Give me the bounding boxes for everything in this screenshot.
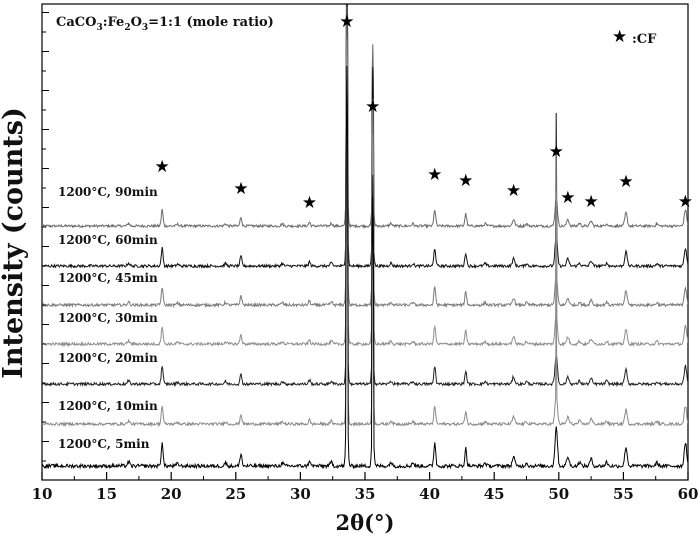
x-tick-label: 25 [225,485,246,503]
peak-star-icon: ★ [549,142,564,162]
x-tick-label: 10 [32,485,53,503]
diffraction-series [42,4,688,270]
series-label: 1200°C, 60min [58,233,158,247]
x-tick-label: 20 [161,485,182,503]
peak-star-icon: ★ [155,157,170,177]
y-axis-ticks [42,12,49,462]
x-tick-label: 30 [290,485,311,503]
x-tick-label: 15 [96,485,117,503]
x-tick-label: 60 [678,485,699,503]
peak-star-icon: ★ [339,12,354,32]
peak-star-icon: ★ [427,165,442,185]
diffraction-series [42,4,688,230]
series-label: 1200°C, 20min [58,351,158,365]
peak-markers: ★ ★ ★ ★ ★ ★ ★ ★ ★ ★ ★ ★ ★ [155,12,694,213]
x-axis-title: 2θ(°) [336,510,395,535]
diffraction-series [42,39,688,348]
diffraction-series [42,77,688,388]
legend-star-icon: ★ [612,27,627,47]
x-tick-label: 55 [613,485,634,503]
diffraction-series [42,123,688,428]
peak-star-icon: ★ [560,188,575,208]
x-tick-label: 35 [355,485,376,503]
peak-star-icon: ★ [458,171,473,191]
curve-labels: 1200°C, 90min 1200°C, 60min 1200°C, 45min 1… [58,185,158,451]
peak-star-icon: ★ [618,172,633,192]
peak-star-icon: ★ [233,179,248,199]
peak-star-icon: ★ [583,192,598,212]
legend-label: :CF [632,32,657,47]
x-axis: 10 15 20 25 30 35 40 45 50 55 60 [32,472,699,503]
x-tick-label: 45 [484,485,505,503]
y-axis-title: Intensity (counts) [0,107,29,379]
x-tick-label: 40 [419,485,440,503]
series-label: 1200°C, 45min [58,271,158,285]
series-label: 1200°C, 10min [58,399,158,413]
series-label: 1200°C, 30min [58,311,158,325]
peak-star-icon: ★ [365,97,380,117]
series-label: 1200°C, 5min [58,437,150,451]
peak-star-icon: ★ [678,192,693,212]
peak-star-icon: ★ [302,193,317,213]
diffraction-series [42,65,688,470]
series-label: 1200°C, 90min [58,185,158,199]
composition-annotation: CaCO3:Fe2O3=1:1 (mole ratio) [56,15,274,33]
diffraction-series [42,5,688,309]
legend: ★ :CF [612,27,657,47]
x-tick-label: 50 [548,485,569,503]
peak-star-icon: ★ [506,181,521,201]
diffraction-curves [42,4,688,470]
